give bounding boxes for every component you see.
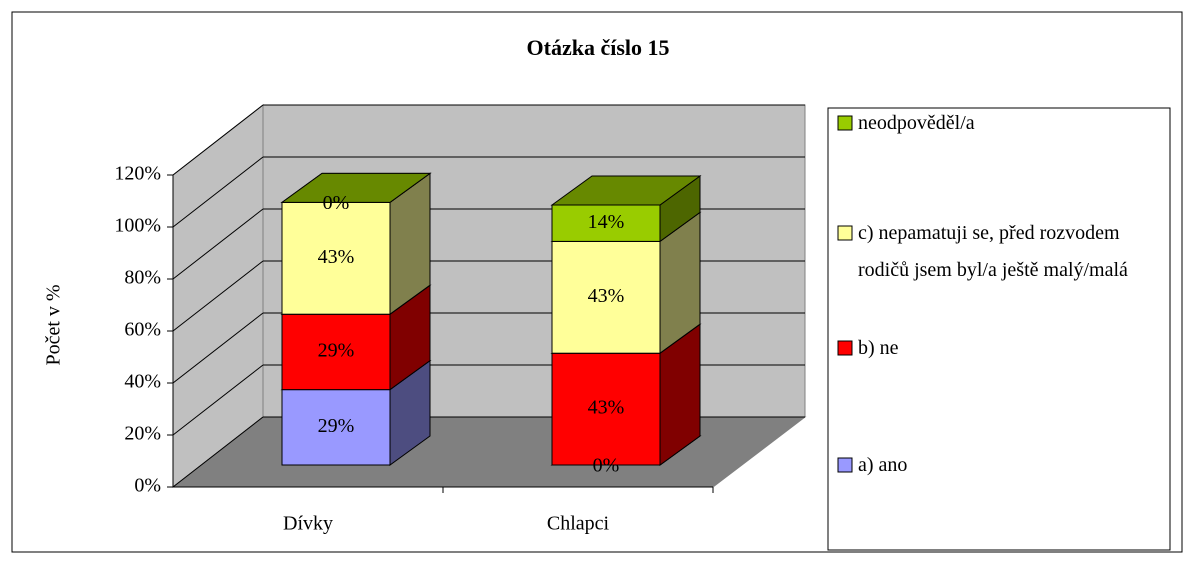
y-tick-label: 100%: [114, 215, 161, 237]
data-label: 0%: [593, 455, 620, 477]
data-label: 14%: [588, 211, 625, 233]
legend-swatch: [837, 457, 853, 473]
chart-title: Otázka číslo 15: [527, 35, 670, 60]
legend-item: a) ano: [858, 454, 908, 476]
y-tick-label: 80%: [124, 267, 161, 289]
y-tick-label: 60%: [124, 319, 161, 341]
grid-line: [172, 104, 264, 176]
grid-line: [172, 260, 264, 332]
bar-segment: [551, 352, 661, 466]
grid-line: [172, 364, 264, 436]
grid-line: [172, 416, 264, 488]
bar-segment: [281, 389, 391, 466]
data-label: 43%: [588, 397, 625, 419]
y-tick-label: 0%: [134, 475, 161, 497]
y-tick-label: 20%: [124, 423, 161, 445]
data-label: 43%: [588, 285, 625, 307]
x-tick-label: Dívky: [283, 513, 333, 535]
legend-swatch: [837, 340, 853, 356]
data-label: 29%: [318, 415, 355, 437]
bar-segment: [281, 313, 391, 391]
y-axis-label: Počet v %: [43, 284, 65, 365]
y-tick-label: 120%: [114, 163, 161, 185]
bar-segment: [551, 240, 661, 354]
grid-line: [172, 208, 264, 280]
data-label: 43%: [318, 246, 355, 268]
data-label: 0%: [323, 192, 350, 214]
x-tick-label: Chlapci: [547, 513, 610, 535]
floor: [171, 416, 807, 488]
legend-label: c) nepamatuji se, před rozvodem rodičů j…: [858, 222, 1128, 281]
grid-line: [172, 156, 264, 228]
legend-item: neodpověděl/a: [858, 112, 975, 134]
legend-item: b) ne: [858, 337, 899, 359]
bar-top: [280, 172, 432, 203]
bar-segment: [281, 201, 391, 315]
legend-label: neodpověděl/a: [858, 112, 975, 134]
bar-top: [550, 175, 702, 206]
data-label: 29%: [318, 339, 355, 361]
legend-label: a) ano: [858, 454, 908, 476]
legend-box: [827, 107, 1171, 551]
legend-label: b) ne: [858, 337, 899, 359]
grid-line: [172, 312, 264, 384]
legend-swatch: [837, 115, 853, 131]
y-tick-label: 40%: [124, 371, 161, 393]
legend-swatch: [837, 225, 853, 241]
legend-item: c) nepamatuji se, před rozvodem rodičů j…: [858, 222, 1128, 281]
